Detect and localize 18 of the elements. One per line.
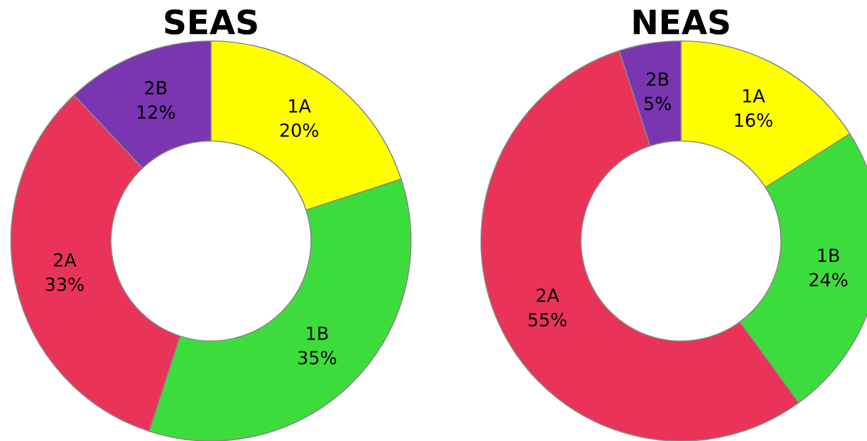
slice-label: 1B: [307, 326, 328, 340]
slice-label: 2B: [646, 72, 668, 86]
slice-label: 2B: [145, 80, 166, 94]
data-label: 33%: [46, 277, 84, 292]
data-label: 20%: [280, 123, 318, 138]
slice-label: 1A: [743, 89, 766, 102]
data-label: 24%: [810, 272, 848, 287]
chart-title: NEAS: [634, 9, 729, 35]
data-label: 35%: [298, 350, 336, 364]
data-label: 12%: [138, 105, 175, 119]
slice-label: 1A: [289, 99, 311, 112]
slice-label: 1B: [818, 248, 840, 262]
data-label: 16%: [735, 113, 772, 127]
slice-label: 2A: [54, 253, 76, 267]
chart-title: SEAS: [165, 9, 257, 35]
slice-label: 2A: [536, 288, 560, 302]
data-label: 5%: [644, 96, 671, 110]
data-label: 55%: [528, 312, 566, 327]
